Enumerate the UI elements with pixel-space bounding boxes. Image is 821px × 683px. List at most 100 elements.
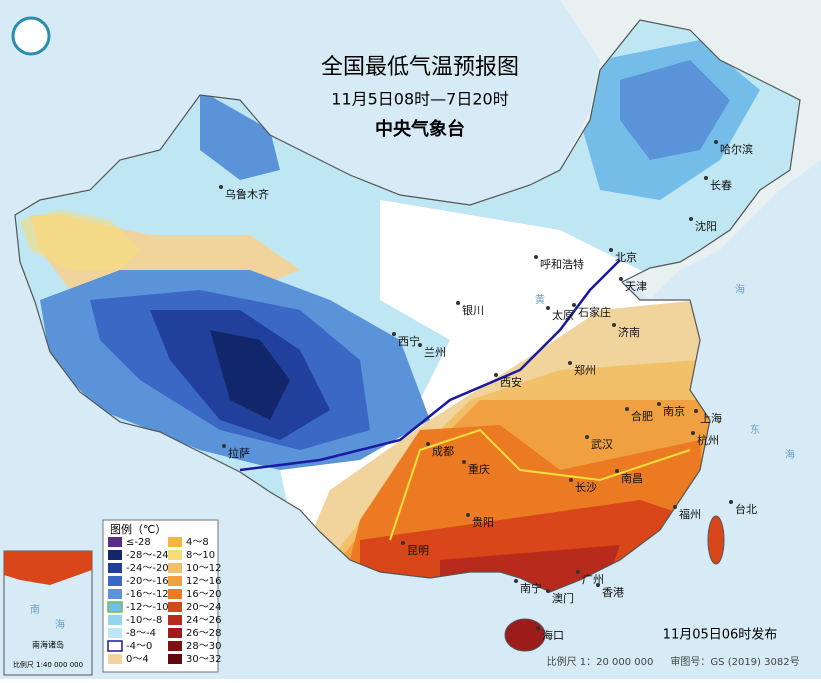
city-dot [546, 306, 550, 310]
city-label: 南宁 [520, 581, 542, 595]
legend-label: -10～-8 [126, 615, 162, 626]
legend-label: 16～20 [186, 589, 221, 600]
city-label: 乌鲁木齐 [225, 187, 269, 201]
isotherm-20 [389, 428, 691, 541]
city-label: 成都 [432, 445, 454, 458]
city-dot [694, 409, 698, 413]
legend-swatch [168, 550, 182, 560]
city-label: 西安 [500, 375, 522, 389]
city-dot [729, 500, 733, 504]
city-dot [222, 444, 226, 448]
sea-label: 东 [750, 423, 760, 436]
city-dot [612, 323, 616, 327]
taiwan [707, 515, 725, 565]
city-dot [585, 435, 589, 439]
city-label: 杭州 [697, 433, 719, 447]
inset-label: 海 [55, 618, 65, 631]
legend-label: -12～-10 [126, 602, 169, 613]
legend-label: 10～12 [186, 563, 221, 574]
city-label: 银川 [462, 303, 484, 317]
border [14, 19, 801, 593]
city-label: 兰州 [424, 346, 446, 359]
legend-label: 8～10 [186, 550, 215, 561]
legend-swatch [107, 601, 123, 613]
inset: 南 海 南海诸岛 比例尺 1:40 000 000 [3, 550, 93, 676]
city-label: 合肥 [631, 409, 653, 423]
city-label: 哈尔滨 [720, 142, 753, 156]
legend-swatch [108, 550, 122, 560]
city-label: 拉萨 [228, 446, 250, 460]
legend-swatch [168, 654, 182, 664]
city-label: 郑州 [574, 363, 596, 377]
city-label: 北京 [615, 250, 637, 264]
city-dot [689, 217, 693, 221]
city-label: 海口 [542, 628, 564, 642]
city-dot [219, 185, 223, 189]
city-dot [401, 541, 405, 545]
issued: 11月05日06时发布 [663, 627, 778, 643]
legend-label: 0～4 [126, 654, 149, 665]
legend-label: 20～24 [186, 602, 221, 613]
city-dot [691, 431, 695, 435]
legend-label: -8～-4 [126, 628, 156, 639]
city-label: 昆明 [407, 544, 429, 557]
title: 全国最低气温预报图 [321, 55, 519, 80]
city-dot [572, 303, 576, 307]
sea-label: 黄 [535, 293, 545, 306]
city-label: 太原 [552, 309, 574, 322]
logo [11, 16, 51, 56]
city-dot [534, 255, 538, 259]
legend-label: 30～32 [186, 654, 221, 665]
legend-label: -24～-20 [126, 563, 169, 574]
city-label: 长沙 [575, 481, 597, 494]
legend: 图例（℃） ≤-28 -28～-24 -24～-20 -20～-16 -16～-12 -1… [102, 519, 221, 673]
legend-swatch [168, 602, 182, 612]
scale: 比例尺 1：20 000 000 [547, 655, 654, 668]
city-dot [418, 343, 422, 347]
city-dot [456, 301, 460, 305]
subtitle: 11月5日08时—7日20时 [331, 90, 508, 109]
legend-swatch [108, 563, 122, 573]
legend-label: -16～-12 [126, 589, 169, 600]
city-label: 济南 [618, 325, 640, 339]
agency: 中央气象台 [375, 118, 465, 140]
city-dot [392, 332, 396, 336]
city-label: 香港 [602, 586, 624, 599]
city-dot [609, 248, 613, 252]
city-dot [576, 570, 580, 574]
legend-swatch [107, 640, 123, 652]
legend-label: -20～-16 [126, 576, 169, 587]
city-dot [546, 589, 550, 593]
city-dot [536, 626, 540, 630]
city-label: 重庆 [468, 462, 490, 476]
legend-swatch [108, 576, 122, 586]
city-dot [466, 513, 470, 517]
legend-label: 24～26 [186, 615, 221, 626]
legend-swatch [168, 628, 182, 638]
zero-isotherm [239, 259, 621, 472]
legend-label: ≤-28 [126, 537, 151, 548]
legend-label: 26～28 [186, 628, 221, 639]
map-number: 审图号：GS (2019) 3082号 [670, 655, 799, 668]
legend-swatch [108, 537, 122, 547]
city-dot [625, 407, 629, 411]
city-label: 贵阳 [472, 516, 494, 529]
inset-label: 比例尺 1:40 000 000 [13, 660, 83, 669]
legend-swatch [168, 537, 182, 547]
hainan [504, 618, 546, 652]
legend-swatch [168, 563, 182, 573]
city-label: 南昌 [621, 472, 643, 485]
city-label: 沈阳 [695, 219, 717, 233]
legend-swatch [168, 641, 182, 651]
city-dot [462, 460, 466, 464]
legend-label: 4～8 [186, 537, 209, 548]
legend-swatch [168, 576, 182, 586]
legend-title: 图例（℃） [110, 522, 166, 536]
city-label: 福州 [679, 507, 701, 521]
legend-swatch [108, 615, 122, 625]
city-label: 长春 [710, 179, 732, 192]
legend-swatch [108, 589, 122, 599]
city-dot [494, 373, 498, 377]
